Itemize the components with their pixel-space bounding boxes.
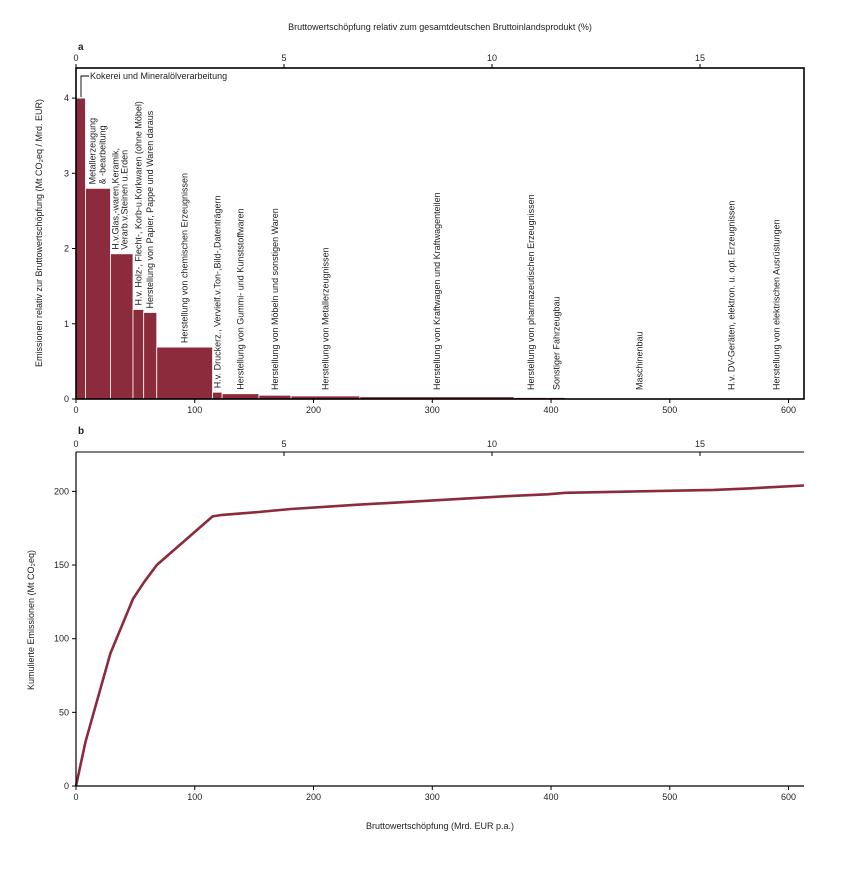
b-top-tick-label: 10	[487, 439, 497, 449]
a-xtick-label: 600	[781, 405, 796, 415]
a-xtick-label: 400	[544, 405, 559, 415]
b-ytick-label: 0	[64, 781, 69, 791]
b-top-tick-label: 0	[73, 439, 78, 449]
b-xtick-label: 0	[73, 792, 78, 802]
bar-label-2-0: H.v.Glas,-waren,Keramik,	[110, 148, 120, 250]
panel-a-bar-labels: Kokerei und Mineralölverarbeitung Metalle…	[80, 71, 782, 390]
a-top-tick-label: 0	[73, 53, 78, 63]
bar-label-5: Herstellung von chemischen Erzeugnissen	[180, 173, 190, 343]
a-top-tick-label: 15	[695, 53, 705, 63]
bar-label-4: Herstellung von Papier, Pappe und Waren …	[145, 110, 155, 308]
a-ytick-label: 0	[64, 394, 69, 404]
b-ytick-label: 100	[54, 634, 69, 644]
b-xtick-label: 600	[781, 792, 796, 802]
bar-2	[110, 253, 134, 400]
bar-label-1-1: & -bearbeitung	[98, 125, 108, 184]
bar-label-13: Maschinenbau	[635, 331, 645, 390]
a-xtick-label: 100	[187, 405, 202, 415]
bar-0	[75, 97, 86, 400]
cumulative-emissions-line	[74, 484, 805, 787]
bar-4	[143, 312, 158, 400]
a-ytick-label: 4	[64, 93, 69, 103]
a-ytick-label: 2	[64, 244, 69, 254]
bar-label-14: H.v. DV-Geräten, elektron. u. opt. Erzeu…	[727, 201, 737, 390]
panel-b-x-axis-label: Bruttowertschöpfung (Mrd. EUR p.a.)	[366, 821, 514, 831]
b-xtick-label: 100	[187, 792, 202, 802]
b-ytick-label: 50	[59, 707, 69, 717]
bar-label-15: Herstellung von elektrischen Ausrüstunge…	[772, 219, 782, 390]
bar-5	[156, 346, 213, 400]
a-xtick-label: 0	[73, 405, 78, 415]
a-ytick-label: 1	[64, 319, 69, 329]
panel-b-ticks: 0 50 100 150 200 0 100 200 300 400 500 600 0 5 10 15	[54, 439, 796, 802]
b-ytick-label: 200	[54, 486, 69, 496]
bar-3	[132, 309, 145, 400]
b-xtick-label: 500	[662, 792, 677, 802]
a-xtick-label: 300	[425, 405, 440, 415]
bar-label-11: Herstellung von pharmazeutischen Erzeugn…	[526, 194, 536, 390]
panel-b-y-axis-label: Kumulierte Emissionen (Mt CO₂eq)	[26, 550, 36, 690]
a-top-tick-label: 5	[281, 53, 286, 63]
bar-label-6: H.v. Druckerz., Vervielf.v.Ton-,Bild-,Da…	[212, 195, 222, 388]
bar-label-0: Kokerei und Mineralölverarbeitung	[90, 71, 227, 81]
b-xtick-label: 200	[306, 792, 321, 802]
a-ytick-label: 3	[64, 168, 69, 178]
b-top-tick-label: 5	[281, 439, 286, 449]
bar-label-1-0: Metallerzeugung	[88, 118, 98, 185]
bar-label-7: Herstellung von Gummi- und Kunststoffwar…	[235, 208, 245, 389]
b-xtick-label: 300	[425, 792, 440, 802]
bar-label-8: Herstellung von Möbeln und sonstigen War…	[270, 208, 280, 390]
panel-b-label: b	[78, 426, 84, 437]
a-xtick-label: 200	[306, 405, 321, 415]
b-xtick-label: 400	[544, 792, 559, 802]
panel-a-y-axis-label: Emissionen relativ zur Bruttowertschöpfu…	[34, 99, 44, 367]
bar-label-12: Sonstiger Fahrzeugbau	[551, 296, 561, 390]
panel-a: a Kokerei und Mineralölverarbeitung Metal…	[34, 42, 805, 415]
bar-6	[212, 391, 223, 400]
top-axis-title: Bruttowertschöpfung relativ zum gesamtde…	[288, 22, 592, 32]
panel-a-label: a	[78, 42, 84, 53]
b-ytick-label: 150	[54, 560, 69, 570]
panel-a-ticks: 0 1 2 3 4 0 100 200 300 400 500 600 0 5 10 15	[64, 53, 796, 415]
bar-label-3: H.v. Holz-, Flecht-, Korb-u.Korkwaren (o…	[133, 101, 143, 305]
bar-label-9: Herstellung von Metallerzeugnissen	[320, 247, 330, 390]
bar-label-2-1: Verarb.v.Steinen u.Erden	[119, 150, 129, 250]
a-xtick-label: 500	[662, 405, 677, 415]
panel-a-frame	[75, 67, 805, 400]
bar-label-leader	[80, 75, 89, 98]
bar-label-10: Herstellung von Kraftwagen und Kraftwage…	[432, 192, 442, 390]
b-top-tick-label: 15	[695, 439, 705, 449]
bar-1	[85, 187, 111, 400]
a-top-tick-label: 10	[487, 53, 497, 63]
